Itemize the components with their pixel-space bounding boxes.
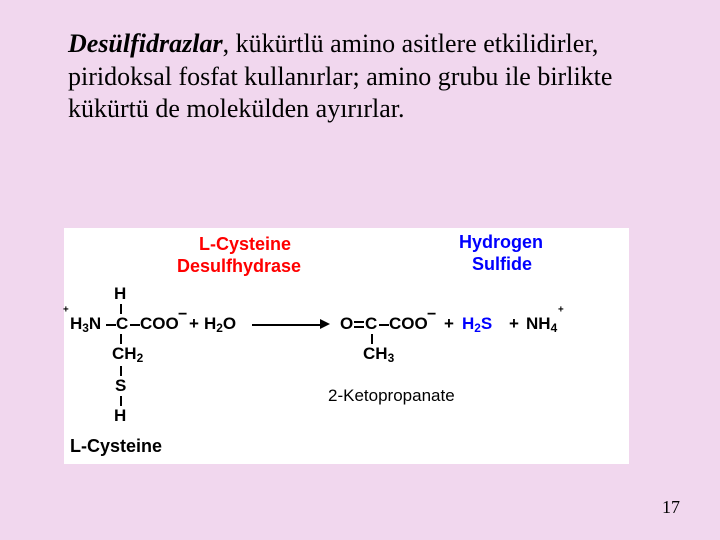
bond xyxy=(106,324,116,326)
bond xyxy=(120,366,122,376)
ch2: CH2 xyxy=(112,344,143,365)
atom-H-top: H xyxy=(114,284,126,304)
term: Desülfidrazlar xyxy=(68,29,223,58)
product-name: 2-Ketopropanate xyxy=(328,386,455,406)
coo-right: COO xyxy=(389,314,428,334)
page-number: 17 xyxy=(662,497,680,518)
bond xyxy=(379,324,389,326)
enzyme-label-2: Desulfhydrase xyxy=(177,256,301,277)
atom-H-bottom: H xyxy=(114,406,126,426)
h3n: H3N xyxy=(70,314,101,335)
bond xyxy=(354,326,364,328)
o-double-c: O xyxy=(340,314,353,334)
bond xyxy=(354,321,364,323)
bond xyxy=(120,304,122,314)
ch3: CH3 xyxy=(363,344,394,365)
minus-right: − xyxy=(427,306,436,324)
charge-plus-left: + xyxy=(63,304,69,320)
bond xyxy=(120,396,122,406)
paragraph: Desülfidrazlar, kükürtlü amino asitlere … xyxy=(68,28,658,126)
reaction-arrowhead xyxy=(320,319,330,329)
enzyme-label-1: L-Cysteine xyxy=(199,234,291,255)
atom-C-right: C xyxy=(365,314,377,334)
atom-S: S xyxy=(115,376,126,396)
h2o: H2O xyxy=(204,314,236,335)
reaction-diagram: L-Cysteine Desulfhydrase Hydrogen Sulfid… xyxy=(64,228,629,464)
reactant-name: L-Cysteine xyxy=(70,436,162,457)
product-label-2: Sulfide xyxy=(472,254,532,275)
reaction-arrow xyxy=(252,324,320,326)
bond xyxy=(371,334,373,344)
plus-h2o: + xyxy=(189,314,199,334)
coo-left: COO xyxy=(140,314,179,334)
atom-C: C xyxy=(116,314,128,334)
h2s: H2S xyxy=(462,314,492,335)
nh4: NH4 xyxy=(526,314,557,335)
slide: Desülfidrazlar, kükürtlü amino asitlere … xyxy=(0,0,720,540)
charge-plus-right: + xyxy=(558,304,564,320)
minus-left: − xyxy=(178,306,187,324)
bond xyxy=(120,334,122,344)
product-label-1: Hydrogen xyxy=(459,232,543,253)
plus-2: + xyxy=(509,314,519,334)
plus-1: + xyxy=(444,314,454,334)
bond xyxy=(130,324,140,326)
